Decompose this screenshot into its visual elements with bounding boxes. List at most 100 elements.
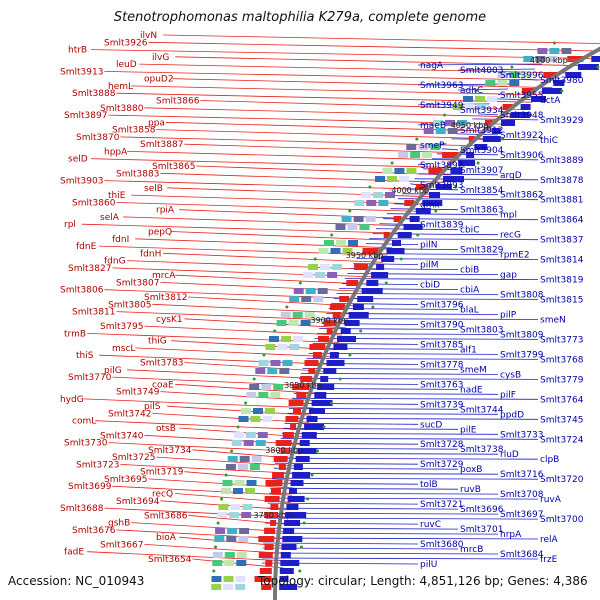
forward-gene-label: ppa bbox=[148, 118, 165, 128]
reverse-connector bbox=[304, 363, 419, 365]
forward-connector bbox=[131, 85, 543, 96]
feature-block bbox=[452, 104, 463, 110]
forward-gene bbox=[254, 576, 272, 582]
reverse-gene bbox=[371, 272, 389, 278]
forward-gene-label: pilS bbox=[144, 402, 161, 412]
feature-block bbox=[233, 432, 244, 438]
feature-block bbox=[221, 488, 231, 494]
forward-gene-label: hemL bbox=[108, 82, 133, 92]
reverse-connector bbox=[272, 472, 499, 475]
reverse-gene-label: pilF bbox=[500, 390, 516, 400]
reverse-gene-label: argD bbox=[500, 171, 522, 181]
reverse-connector bbox=[362, 248, 459, 250]
reverse-gene-label: Smlt3892 bbox=[420, 161, 463, 171]
forward-gene bbox=[282, 432, 294, 438]
forward-connector bbox=[135, 238, 393, 249]
feature-block bbox=[303, 272, 314, 278]
forward-connector bbox=[112, 485, 292, 496]
reverse-connector bbox=[269, 492, 499, 495]
reverse-connector bbox=[369, 238, 539, 241]
page-title: Stenotrophomonas maltophilia K279a, comp… bbox=[113, 10, 487, 25]
feature-block bbox=[237, 464, 248, 470]
reverse-gene bbox=[284, 520, 301, 526]
reverse-gene-label: Smlt3799 bbox=[500, 350, 544, 360]
forward-gene-label: fdnI bbox=[112, 235, 129, 245]
reverse-gene bbox=[381, 256, 395, 262]
reverse-gene bbox=[293, 464, 303, 470]
gc-marker bbox=[298, 569, 302, 573]
forward-gene bbox=[312, 352, 322, 358]
reverse-connector bbox=[268, 497, 539, 500]
forward-gene-label: Smlt3926 bbox=[104, 38, 148, 48]
forward-connector bbox=[160, 282, 365, 292]
forward-gene-label: thiS bbox=[76, 351, 94, 361]
forward-gene bbox=[502, 104, 513, 110]
feature-block bbox=[289, 296, 300, 302]
feature-block bbox=[277, 344, 288, 350]
reverse-gene-label: Smlt3744 bbox=[460, 405, 504, 415]
feature-block bbox=[235, 584, 246, 590]
reverse-gene-label: Smlt3808 bbox=[500, 291, 544, 301]
feature-block bbox=[476, 104, 487, 110]
forward-connector bbox=[152, 413, 309, 423]
reverse-gene-label: Smlt3963 bbox=[420, 81, 463, 91]
forward-connector bbox=[179, 209, 414, 220]
reverse-gene-label: poxB bbox=[460, 465, 482, 475]
feature-block bbox=[251, 456, 262, 462]
forward-gene-label: Smlt3883 bbox=[116, 169, 159, 179]
reverse-gene-label: Smlt3701 bbox=[460, 525, 503, 535]
reverse-gene-label: Smlt3912 bbox=[460, 126, 503, 136]
reverse-gene-label: Smlt3948 bbox=[500, 111, 544, 121]
feature-block bbox=[250, 416, 261, 422]
forward-gene bbox=[326, 328, 333, 334]
forward-gene bbox=[332, 312, 341, 318]
forward-gene bbox=[346, 280, 359, 286]
gc-marker bbox=[224, 473, 228, 477]
reverse-gene-label: Smlt3696 bbox=[460, 505, 504, 515]
gc-marker bbox=[348, 353, 352, 357]
forward-gene-label: Smlt3734 bbox=[148, 446, 192, 456]
forward-connector bbox=[156, 456, 298, 467]
forward-gene bbox=[280, 448, 290, 454]
reverse-gene-label: pilN bbox=[420, 241, 437, 251]
reverse-connector bbox=[353, 263, 419, 265]
feature-block bbox=[433, 120, 443, 126]
feature-block bbox=[245, 432, 256, 438]
reverse-gene bbox=[541, 88, 562, 94]
reverse-gene-label: Smlt3729 bbox=[420, 460, 464, 470]
forward-gene bbox=[318, 336, 329, 342]
gc-marker bbox=[501, 137, 505, 141]
gc-marker bbox=[338, 377, 342, 381]
reverse-gene bbox=[531, 96, 546, 102]
forward-gene bbox=[293, 408, 301, 414]
forward-gene-label: coaE bbox=[152, 380, 174, 390]
reverse-connector bbox=[306, 357, 539, 360]
feature-block bbox=[218, 504, 229, 510]
forward-gene-label: fadE bbox=[64, 548, 84, 558]
reverse-gene bbox=[287, 496, 305, 502]
forward-gene bbox=[485, 120, 493, 126]
reverse-gene bbox=[501, 120, 515, 126]
feature-block bbox=[320, 264, 331, 270]
reverse-connector bbox=[359, 253, 499, 255]
feature-block bbox=[537, 48, 548, 54]
reverse-gene-label: Smlt3739 bbox=[420, 400, 464, 410]
forward-gene bbox=[261, 584, 272, 590]
feature-block bbox=[243, 440, 254, 446]
feature-block bbox=[217, 512, 228, 518]
forward-connector bbox=[104, 180, 438, 190]
forward-connector bbox=[104, 507, 289, 518]
feature-block bbox=[235, 576, 246, 582]
reverse-connector bbox=[417, 63, 543, 66]
reverse-connector bbox=[308, 352, 499, 355]
reverse-gene bbox=[320, 376, 329, 382]
reverse-gene bbox=[279, 584, 298, 590]
reverse-connector bbox=[267, 502, 419, 505]
reverse-gene-label: Smlt3996 bbox=[500, 71, 544, 81]
forward-connector bbox=[144, 107, 514, 118]
reverse-gene-label: Smlt3814 bbox=[540, 256, 584, 266]
reverse-gene-label: Smlt3837 bbox=[540, 236, 583, 246]
forward-gene bbox=[264, 528, 276, 534]
feature-block bbox=[535, 56, 546, 62]
reverse-connector bbox=[521, 78, 539, 81]
